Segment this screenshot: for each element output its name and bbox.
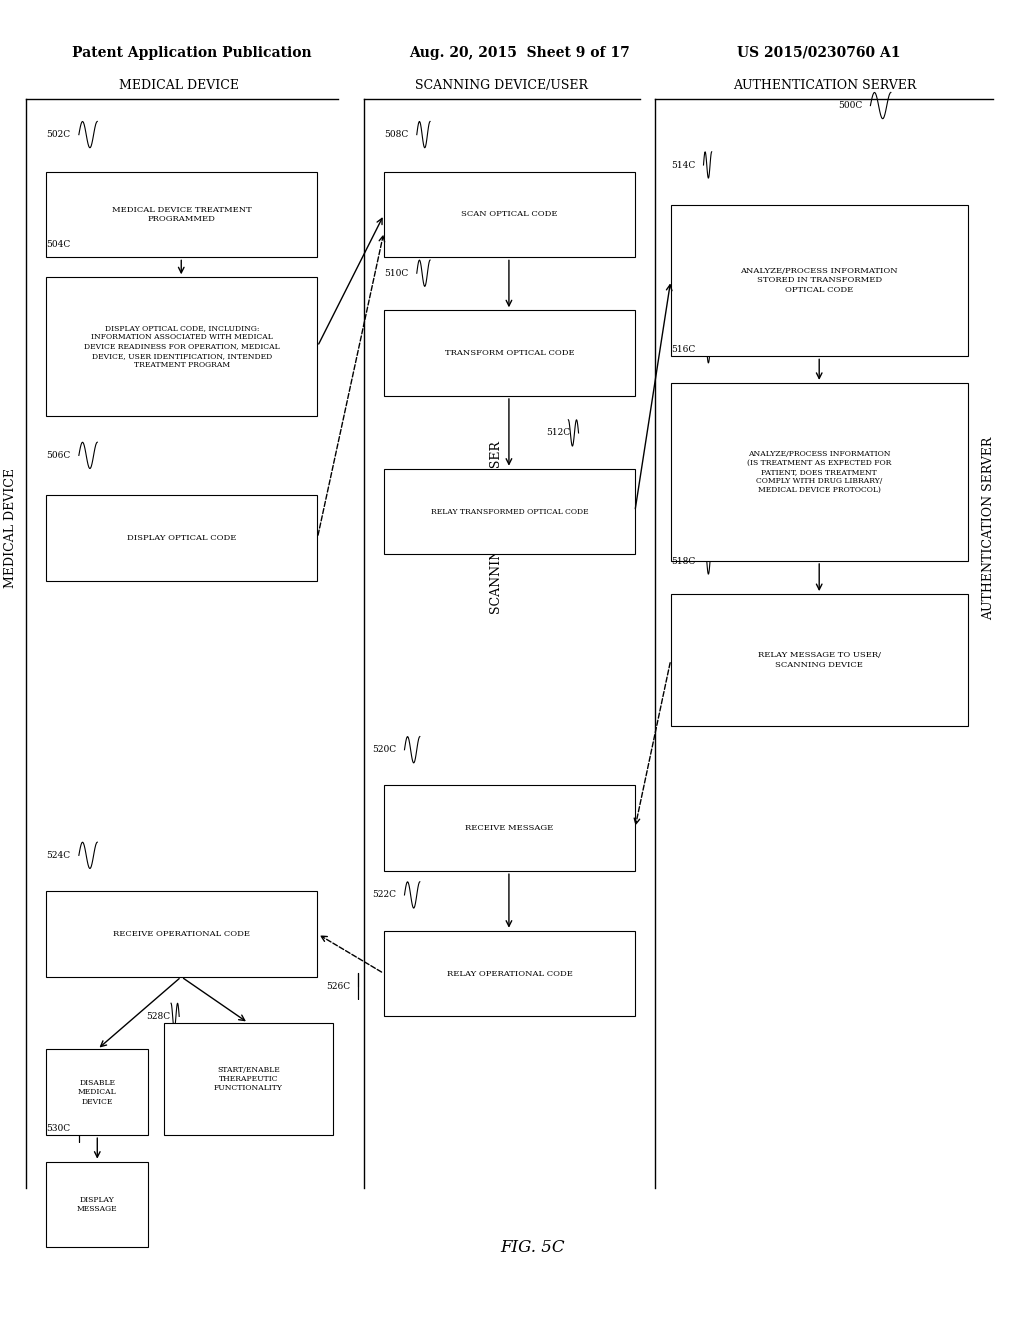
FancyBboxPatch shape xyxy=(384,172,635,257)
Text: AUTHENTICATION SERVER: AUTHENTICATION SERVER xyxy=(982,437,994,619)
FancyBboxPatch shape xyxy=(671,383,968,561)
Text: MEDICAL DEVICE: MEDICAL DEVICE xyxy=(119,79,240,92)
Text: Aug. 20, 2015  Sheet 9 of 17: Aug. 20, 2015 Sheet 9 of 17 xyxy=(410,46,631,59)
Text: 512C: 512C xyxy=(546,429,570,437)
Text: 514C: 514C xyxy=(671,161,695,169)
FancyBboxPatch shape xyxy=(46,1049,148,1135)
FancyBboxPatch shape xyxy=(46,495,317,581)
FancyBboxPatch shape xyxy=(46,1162,148,1247)
Text: MEDICAL DEVICE TREATMENT
PROGRAMMED: MEDICAL DEVICE TREATMENT PROGRAMMED xyxy=(112,206,252,223)
Text: ANALYZE/PROCESS INFORMATION
STORED IN TRANSFORMED
OPTICAL CODE: ANALYZE/PROCESS INFORMATION STORED IN TR… xyxy=(740,267,898,294)
FancyBboxPatch shape xyxy=(384,310,635,396)
Text: RELAY MESSAGE TO USER/
SCANNING DEVICE: RELAY MESSAGE TO USER/ SCANNING DEVICE xyxy=(758,651,881,669)
FancyBboxPatch shape xyxy=(46,172,317,257)
Text: 530C: 530C xyxy=(46,1125,71,1133)
Text: TRANSFORM OPTICAL CODE: TRANSFORM OPTICAL CODE xyxy=(444,348,574,358)
Text: AUTHENTICATION SERVER: AUTHENTICATION SERVER xyxy=(732,79,916,92)
Text: RELAY TRANSFORMED OPTICAL CODE: RELAY TRANSFORMED OPTICAL CODE xyxy=(431,507,588,516)
Text: 502C: 502C xyxy=(46,131,71,139)
Text: FIG. 5C: FIG. 5C xyxy=(500,1239,565,1255)
Text: 508C: 508C xyxy=(384,131,409,139)
Text: 518C: 518C xyxy=(671,557,695,565)
FancyBboxPatch shape xyxy=(384,931,635,1016)
Text: 522C: 522C xyxy=(372,891,396,899)
Text: SCANNING DEVICE/USER: SCANNING DEVICE/USER xyxy=(490,441,503,615)
Text: 506C: 506C xyxy=(46,451,71,459)
Text: SCANNING DEVICE/USER: SCANNING DEVICE/USER xyxy=(416,79,588,92)
Text: START/ENABLE
THERAPEUTIC
FUNCTIONALITY: START/ENABLE THERAPEUTIC FUNCTIONALITY xyxy=(214,1067,283,1092)
Text: 504C: 504C xyxy=(46,240,71,248)
Text: 528C: 528C xyxy=(146,1012,171,1020)
Text: DISABLE
MEDICAL
DEVICE: DISABLE MEDICAL DEVICE xyxy=(78,1080,117,1105)
FancyBboxPatch shape xyxy=(671,205,968,356)
Text: 500C: 500C xyxy=(838,102,862,110)
FancyBboxPatch shape xyxy=(46,277,317,416)
Text: DISPLAY OPTICAL CODE: DISPLAY OPTICAL CODE xyxy=(127,533,237,543)
Text: SCAN OPTICAL CODE: SCAN OPTICAL CODE xyxy=(461,210,558,219)
Text: US 2015/0230760 A1: US 2015/0230760 A1 xyxy=(737,46,901,59)
Text: RECEIVE MESSAGE: RECEIVE MESSAGE xyxy=(465,824,554,833)
FancyBboxPatch shape xyxy=(671,594,968,726)
Text: 516C: 516C xyxy=(671,346,695,354)
FancyBboxPatch shape xyxy=(46,891,317,977)
Text: 526C: 526C xyxy=(326,982,350,990)
Text: Patent Application Publication: Patent Application Publication xyxy=(72,46,311,59)
Text: DISPLAY OPTICAL CODE, INCLUDING:
INFORMATION ASSOCIATED WITH MEDICAL
DEVICE READ: DISPLAY OPTICAL CODE, INCLUDING: INFORMA… xyxy=(84,325,280,368)
Text: RELAY OPERATIONAL CODE: RELAY OPERATIONAL CODE xyxy=(446,969,572,978)
Text: DISPLAY
MESSAGE: DISPLAY MESSAGE xyxy=(77,1196,118,1213)
FancyBboxPatch shape xyxy=(384,785,635,871)
Text: ANALYZE/PROCESS INFORMATION
(IS TREATMENT AS EXPECTED FOR
PATIENT, DOES TREATMEN: ANALYZE/PROCESS INFORMATION (IS TREATMEN… xyxy=(748,450,891,494)
Text: MEDICAL DEVICE: MEDICAL DEVICE xyxy=(4,469,16,587)
Text: 520C: 520C xyxy=(372,746,396,754)
Text: 524C: 524C xyxy=(46,851,71,859)
FancyBboxPatch shape xyxy=(164,1023,333,1135)
FancyBboxPatch shape xyxy=(384,469,635,554)
Text: RECEIVE OPERATIONAL CODE: RECEIVE OPERATIONAL CODE xyxy=(114,929,250,939)
Text: 510C: 510C xyxy=(384,269,409,277)
